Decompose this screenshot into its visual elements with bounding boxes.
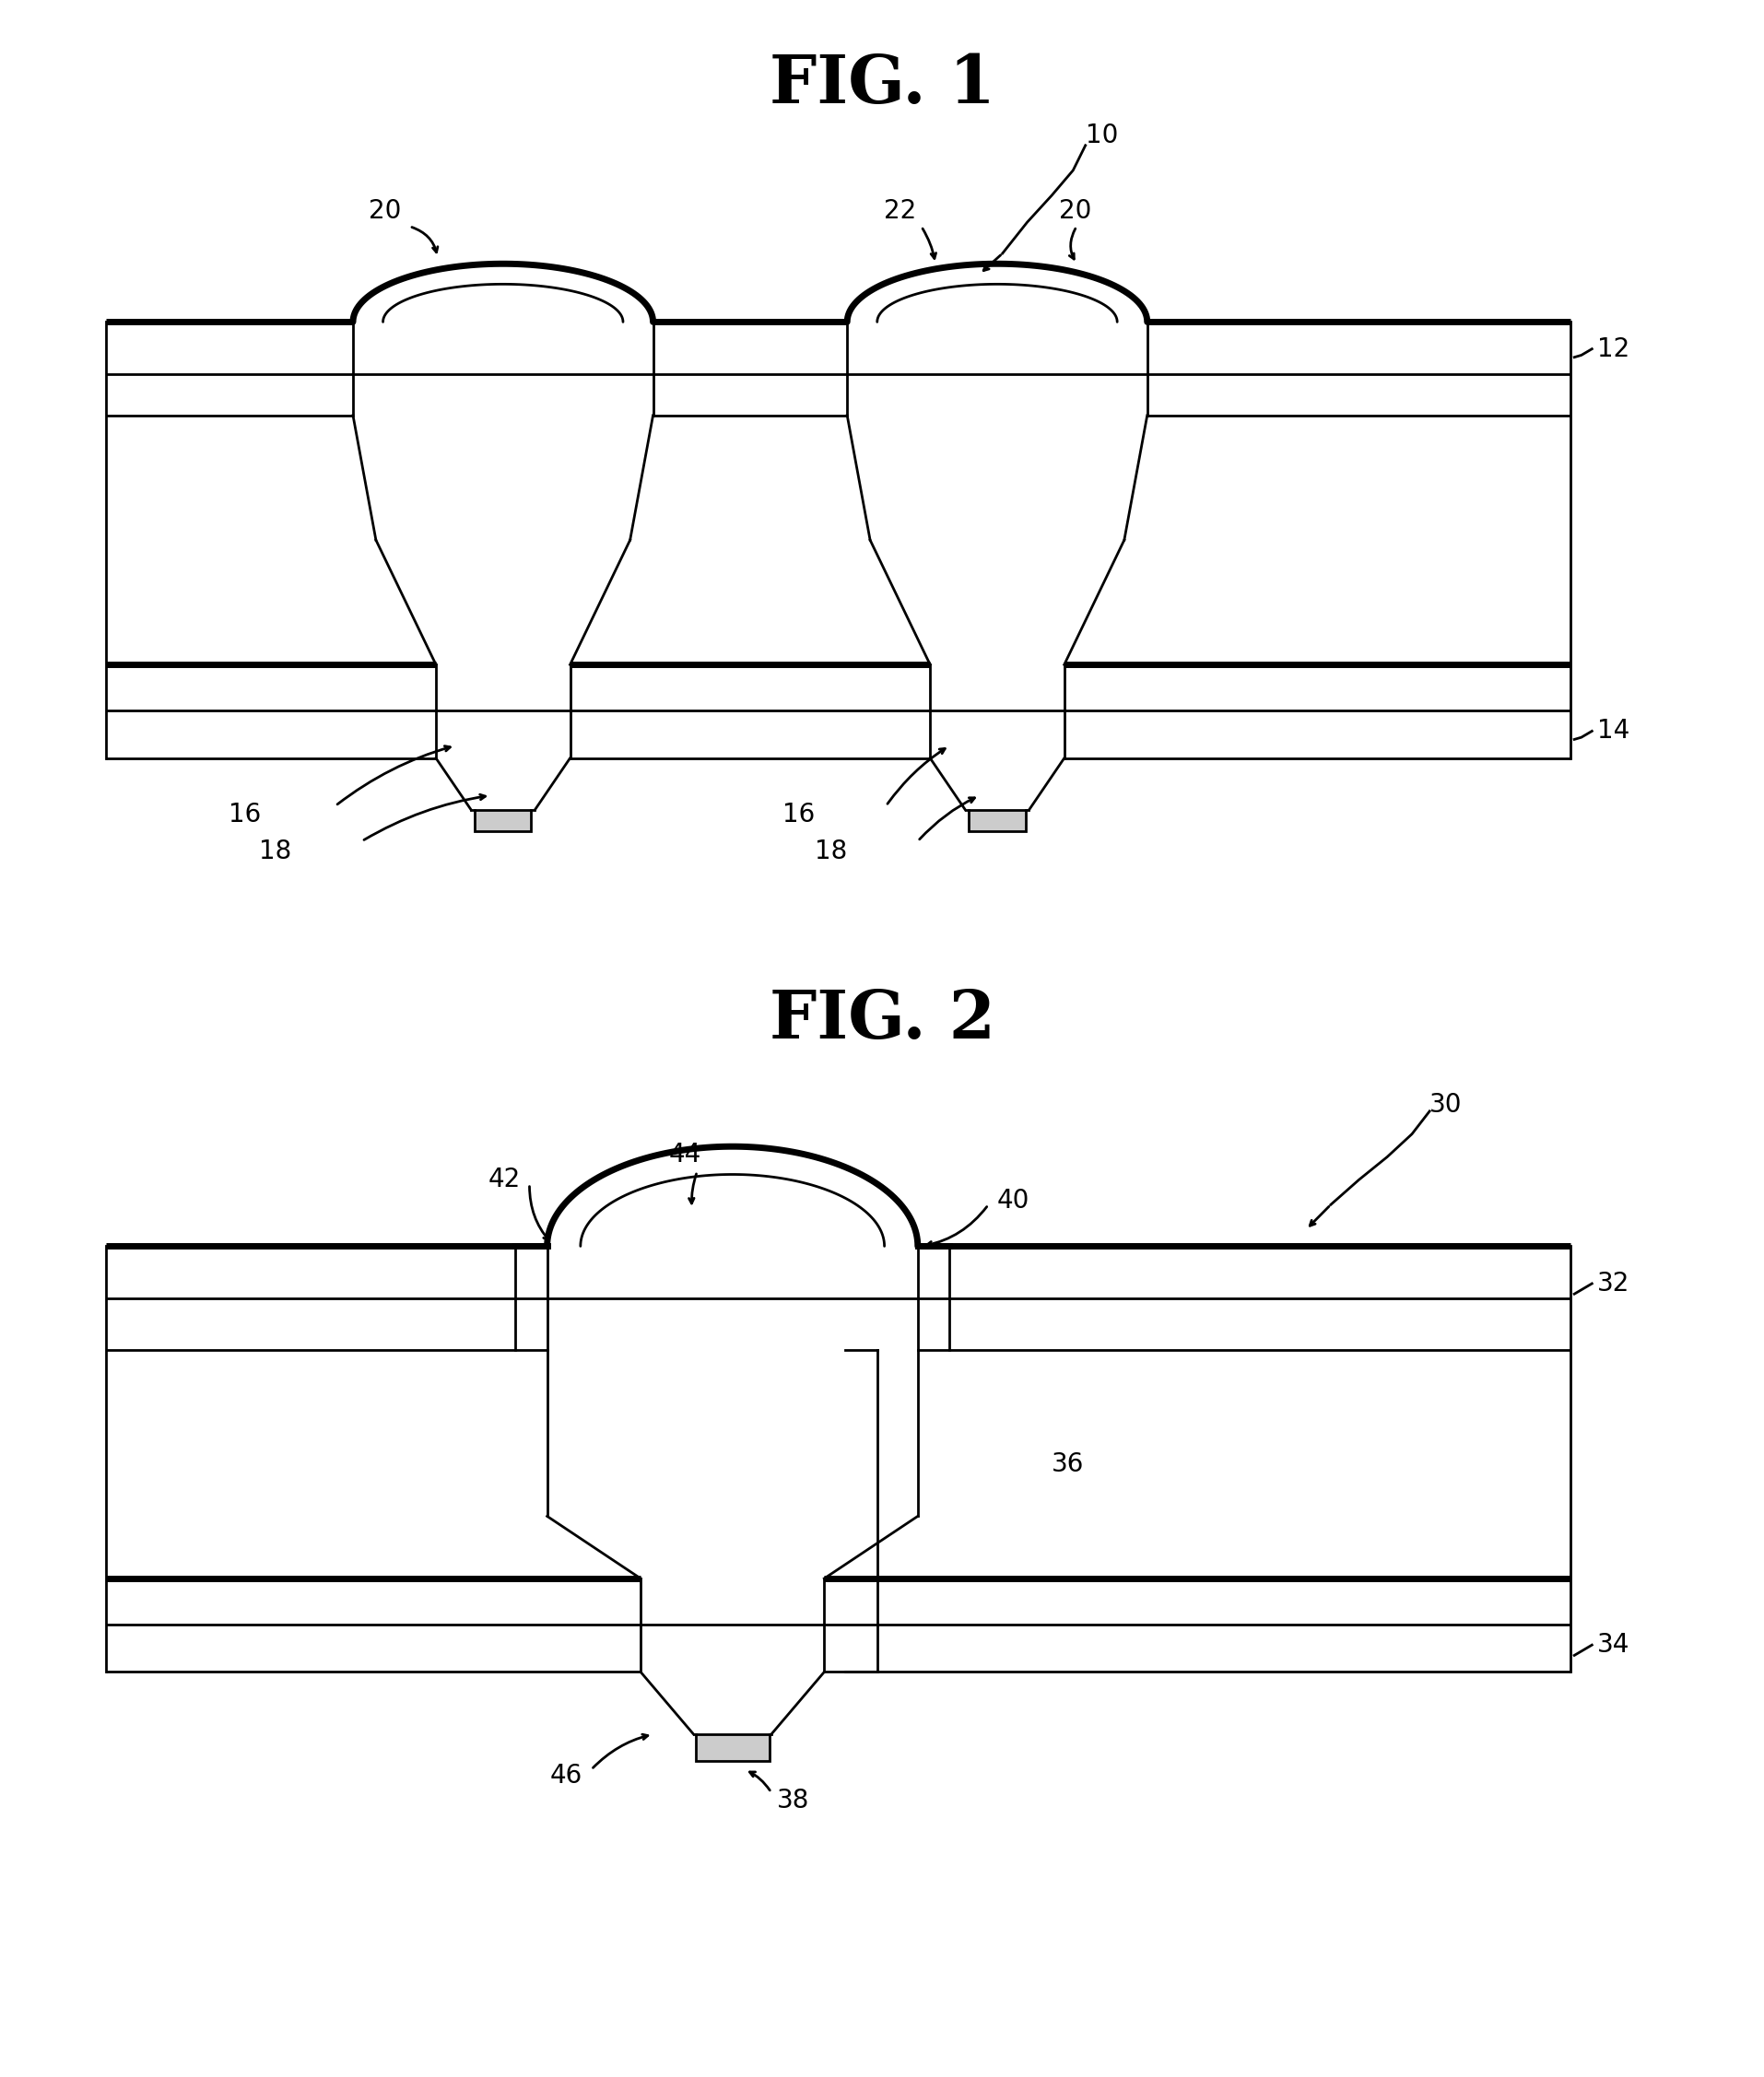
Bar [475,810,531,831]
Text: 18: 18 [259,839,291,864]
Text: FIG. 1: FIG. 1 [769,52,995,116]
Text: 10: 10 [1085,123,1117,147]
Bar [695,1734,769,1761]
Text: 42: 42 [489,1167,520,1192]
Text: 16: 16 [783,802,815,827]
Bar [968,810,1025,831]
Polygon shape [353,415,653,665]
Text: 30: 30 [1429,1093,1462,1117]
Text: 34: 34 [1596,1633,1628,1657]
Text: 38: 38 [776,1788,808,1813]
Text: 36: 36 [1051,1452,1083,1477]
Text: 22: 22 [884,199,916,224]
Polygon shape [847,415,1147,665]
Text: 16: 16 [229,802,261,827]
Text: 20: 20 [1058,199,1090,224]
Polygon shape [547,1350,917,1579]
Text: 20: 20 [369,199,400,224]
Text: 32: 32 [1596,1271,1628,1296]
Text: 14: 14 [1596,719,1628,744]
Text: 18: 18 [815,839,847,864]
Text: 40: 40 [997,1188,1028,1213]
Text: FIG. 2: FIG. 2 [769,987,995,1051]
Text: 46: 46 [550,1763,582,1788]
Text: 12: 12 [1596,336,1628,361]
Text: 44: 44 [669,1142,700,1167]
